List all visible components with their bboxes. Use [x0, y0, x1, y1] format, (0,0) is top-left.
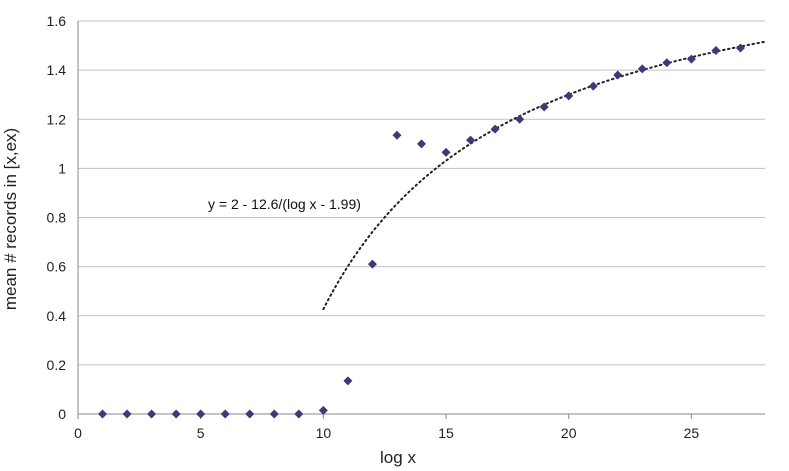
data-point: [417, 139, 426, 149]
data-point: [515, 114, 525, 124]
x-tick-label: 20: [561, 425, 577, 441]
y-tick-label: 1.2: [47, 111, 67, 127]
data-point: [588, 81, 598, 91]
fit-curve: [322, 40, 766, 311]
x-axis-title: log x: [380, 448, 416, 467]
data-point: [392, 130, 402, 140]
x-tick-label: 5: [197, 425, 205, 441]
data-point: [613, 70, 623, 80]
data-point: [539, 102, 549, 112]
data-point: [220, 409, 230, 419]
data-point: [662, 58, 672, 68]
fit-curve-group: [322, 40, 766, 311]
data-point: [343, 376, 353, 386]
y-tick-label: 1.4: [47, 62, 67, 78]
data-point: [711, 45, 721, 55]
data-point: [686, 54, 696, 64]
data-point: [564, 91, 574, 101]
data-point: [98, 409, 108, 419]
data-point: [490, 124, 500, 134]
data-point: [122, 409, 132, 419]
data-point: [466, 135, 476, 145]
y-tick-label: 0.2: [47, 357, 67, 373]
data-point: [171, 409, 181, 419]
y-tick-label: 1: [58, 160, 66, 176]
data-point: [441, 147, 451, 157]
x-tick-label: 15: [438, 425, 454, 441]
data-point: [367, 259, 377, 269]
fit-equation-label: y = 2 - 12.6/(log x - 1.99): [208, 196, 361, 212]
data-point: [735, 43, 745, 53]
axes: [77, 21, 765, 419]
y-tick-label: 0.6: [47, 259, 67, 275]
y-tick-label: 1.6: [47, 13, 67, 29]
data-point: [637, 64, 647, 74]
data-point: [294, 409, 304, 419]
y-tick-label: 0.4: [47, 308, 67, 324]
y-tick-label: 0: [58, 406, 66, 422]
y-axis-title: mean # records in [x,ex): [1, 128, 20, 310]
data-point: [245, 409, 255, 419]
data-point: [147, 409, 157, 419]
x-tick-label: 10: [316, 425, 332, 441]
x-tick-label: 25: [684, 425, 700, 441]
data-point: [318, 405, 328, 415]
tick-labels: 0 0.2 0.4 0.6 0.8 1 1.2 1.4 1.6 0 5 10 15 20 25: [47, 13, 700, 441]
x-tick-label: 0: [74, 425, 82, 441]
data-points: [98, 43, 745, 419]
data-point: [269, 409, 279, 419]
gridlines: [78, 20, 765, 366]
data-point: [196, 409, 206, 419]
y-tick-label: 0.8: [47, 210, 67, 226]
